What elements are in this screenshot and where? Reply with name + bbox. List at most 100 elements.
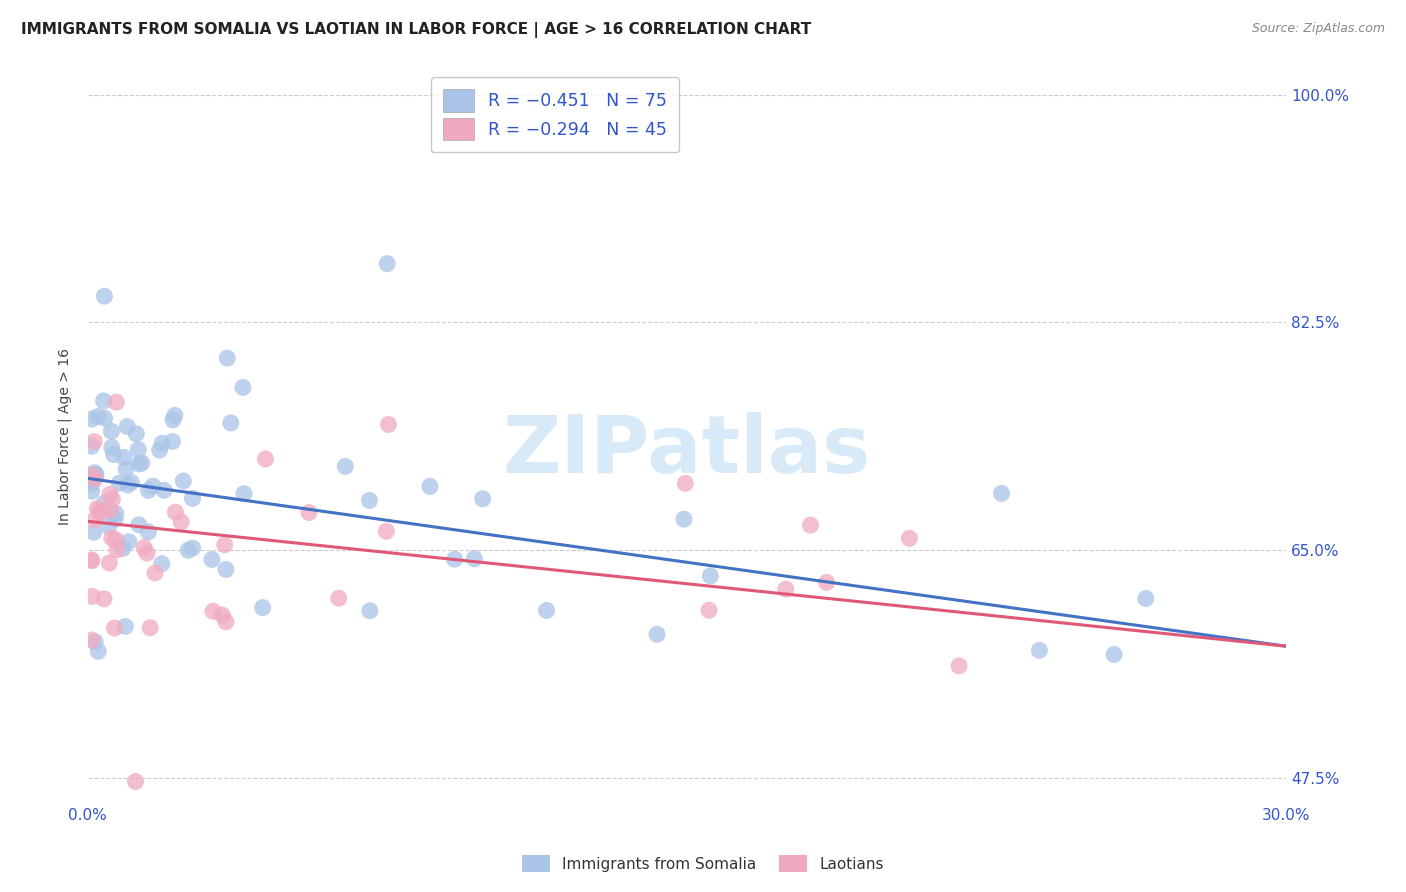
Legend: R = −0.451   N = 75, R = −0.294   N = 45: R = −0.451 N = 75, R = −0.294 N = 45 — [430, 78, 679, 153]
Point — [93, 591, 115, 606]
Point — [111, 541, 134, 556]
Point — [127, 442, 149, 457]
Point — [93, 393, 115, 408]
Point — [138, 483, 160, 498]
Point — [463, 551, 485, 566]
Point — [89, 506, 111, 520]
Point — [80, 412, 103, 426]
Point — [775, 582, 797, 597]
Point — [377, 417, 399, 432]
Point — [114, 619, 136, 633]
Point — [335, 459, 357, 474]
Point — [93, 411, 115, 425]
Point — [215, 615, 238, 629]
Point — [672, 512, 695, 526]
Point — [118, 534, 141, 549]
Point — [219, 416, 242, 430]
Point — [80, 471, 103, 485]
Point — [98, 556, 121, 570]
Point — [1102, 648, 1125, 662]
Point — [138, 524, 160, 539]
Point — [162, 413, 184, 427]
Text: IMMIGRANTS FROM SOMALIA VS LAOTIAN IN LABOR FORCE | AGE > 16 CORRELATION CHART: IMMIGRANTS FROM SOMALIA VS LAOTIAN IN LA… — [21, 22, 811, 38]
Point — [799, 518, 821, 533]
Point — [80, 553, 103, 567]
Point — [359, 604, 381, 618]
Point — [217, 351, 239, 365]
Point — [101, 440, 124, 454]
Point — [80, 484, 103, 499]
Point — [443, 552, 465, 566]
Point — [163, 409, 186, 423]
Point — [990, 486, 1012, 500]
Point — [471, 491, 494, 506]
Point — [84, 472, 107, 486]
Point — [699, 569, 721, 583]
Point — [108, 476, 131, 491]
Point — [697, 603, 720, 617]
Point — [84, 634, 107, 648]
Point — [93, 496, 115, 510]
Point — [97, 519, 120, 533]
Point — [202, 604, 225, 618]
Point — [148, 443, 170, 458]
Point — [100, 425, 122, 439]
Point — [948, 658, 970, 673]
Point — [211, 608, 233, 623]
Point — [170, 515, 193, 529]
Point — [177, 543, 200, 558]
Legend: Immigrants from Somalia, Laotians: Immigrants from Somalia, Laotians — [515, 847, 891, 880]
Point — [252, 600, 274, 615]
Point — [83, 525, 105, 540]
Point — [124, 774, 146, 789]
Point — [131, 456, 153, 470]
Point — [101, 492, 124, 507]
Point — [82, 590, 104, 604]
Point — [80, 474, 103, 488]
Point — [298, 506, 321, 520]
Point — [536, 603, 558, 617]
Point — [201, 552, 224, 566]
Point — [87, 409, 110, 424]
Point — [103, 621, 125, 635]
Point — [134, 541, 156, 555]
Point — [84, 513, 107, 527]
Point — [80, 467, 103, 482]
Point — [142, 479, 165, 493]
Point — [419, 479, 441, 493]
Point — [136, 546, 159, 560]
Point — [104, 512, 127, 526]
Point — [181, 491, 204, 506]
Point — [83, 434, 105, 449]
Point — [112, 450, 135, 465]
Point — [80, 633, 103, 648]
Point — [162, 434, 184, 449]
Point — [215, 562, 238, 576]
Point — [1028, 643, 1050, 657]
Point — [86, 501, 108, 516]
Point — [359, 493, 381, 508]
Point — [673, 476, 696, 491]
Point — [87, 644, 110, 658]
Point — [98, 487, 121, 501]
Point — [228, 888, 250, 892]
Point — [83, 466, 105, 480]
Point — [150, 436, 173, 450]
Point — [328, 591, 350, 606]
Point — [128, 457, 150, 471]
Point — [100, 503, 122, 517]
Point — [115, 419, 138, 434]
Point — [89, 504, 111, 518]
Point — [80, 467, 103, 482]
Point — [104, 533, 127, 547]
Point — [232, 380, 254, 394]
Point — [104, 507, 127, 521]
Text: ZIPatlas: ZIPatlas — [503, 412, 870, 490]
Point — [815, 575, 838, 590]
Point — [80, 439, 103, 453]
Y-axis label: In Labor Force | Age > 16: In Labor Force | Age > 16 — [58, 348, 72, 524]
Point — [153, 483, 176, 498]
Point — [84, 468, 107, 483]
Point — [128, 517, 150, 532]
Point — [80, 554, 103, 568]
